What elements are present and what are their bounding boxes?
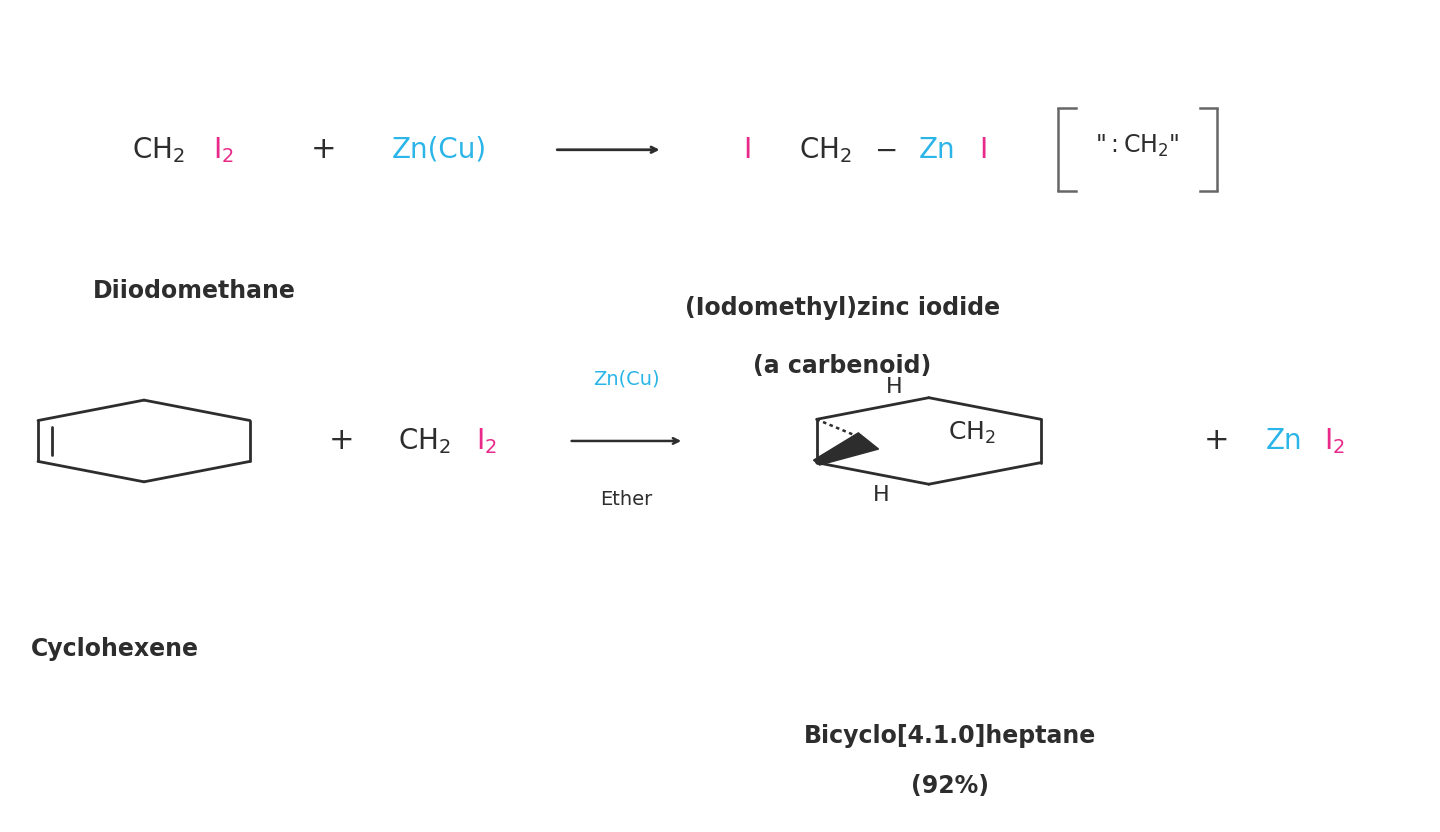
Polygon shape (814, 433, 878, 465)
Text: (a carbenoid): (a carbenoid) (753, 354, 932, 378)
Text: I: I (979, 136, 988, 164)
Text: Cyclohexene: Cyclohexene (32, 637, 199, 661)
Text: $\mathregular{CH_2}$: $\mathregular{CH_2}$ (399, 426, 451, 456)
Text: $\mathregular{CH_2}$: $\mathregular{CH_2}$ (948, 419, 995, 446)
Text: H: H (886, 377, 903, 397)
Text: I: I (743, 136, 752, 164)
Text: $-$: $-$ (874, 136, 897, 164)
Text: $\mathregular{I_2}$: $\mathregular{I_2}$ (477, 426, 497, 456)
Text: $\mathregular{CH_2}$: $\mathregular{CH_2}$ (799, 135, 852, 165)
Text: Bicyclo[4.1.0]heptane: Bicyclo[4.1.0]heptane (805, 725, 1096, 748)
Text: +: + (1204, 427, 1230, 455)
Text: Zn: Zn (919, 136, 955, 164)
Text: (92%): (92%) (912, 775, 989, 798)
Text: +: + (311, 136, 337, 164)
Text: Zn(Cu): Zn(Cu) (392, 136, 487, 164)
Text: +: + (328, 427, 354, 455)
Text: $\mathregular{I_2}$: $\mathregular{I_2}$ (213, 135, 233, 165)
Text: $\mathregular{CH_2}$: $\mathregular{CH_2}$ (132, 135, 184, 165)
Text: "$\mathregular{:CH_2}$": "$\mathregular{:CH_2}$" (1096, 132, 1179, 159)
Text: H: H (873, 485, 890, 505)
Text: (Iodomethyl)zinc iodide: (Iodomethyl)zinc iodide (685, 296, 999, 319)
Text: Diiodomethane: Diiodomethane (94, 280, 295, 303)
Text: Ether: Ether (600, 490, 652, 508)
Text: $\mathregular{I_2}$: $\mathregular{I_2}$ (1325, 426, 1345, 456)
Text: Zn: Zn (1266, 427, 1303, 455)
Text: Zn(Cu): Zn(Cu) (593, 369, 660, 388)
